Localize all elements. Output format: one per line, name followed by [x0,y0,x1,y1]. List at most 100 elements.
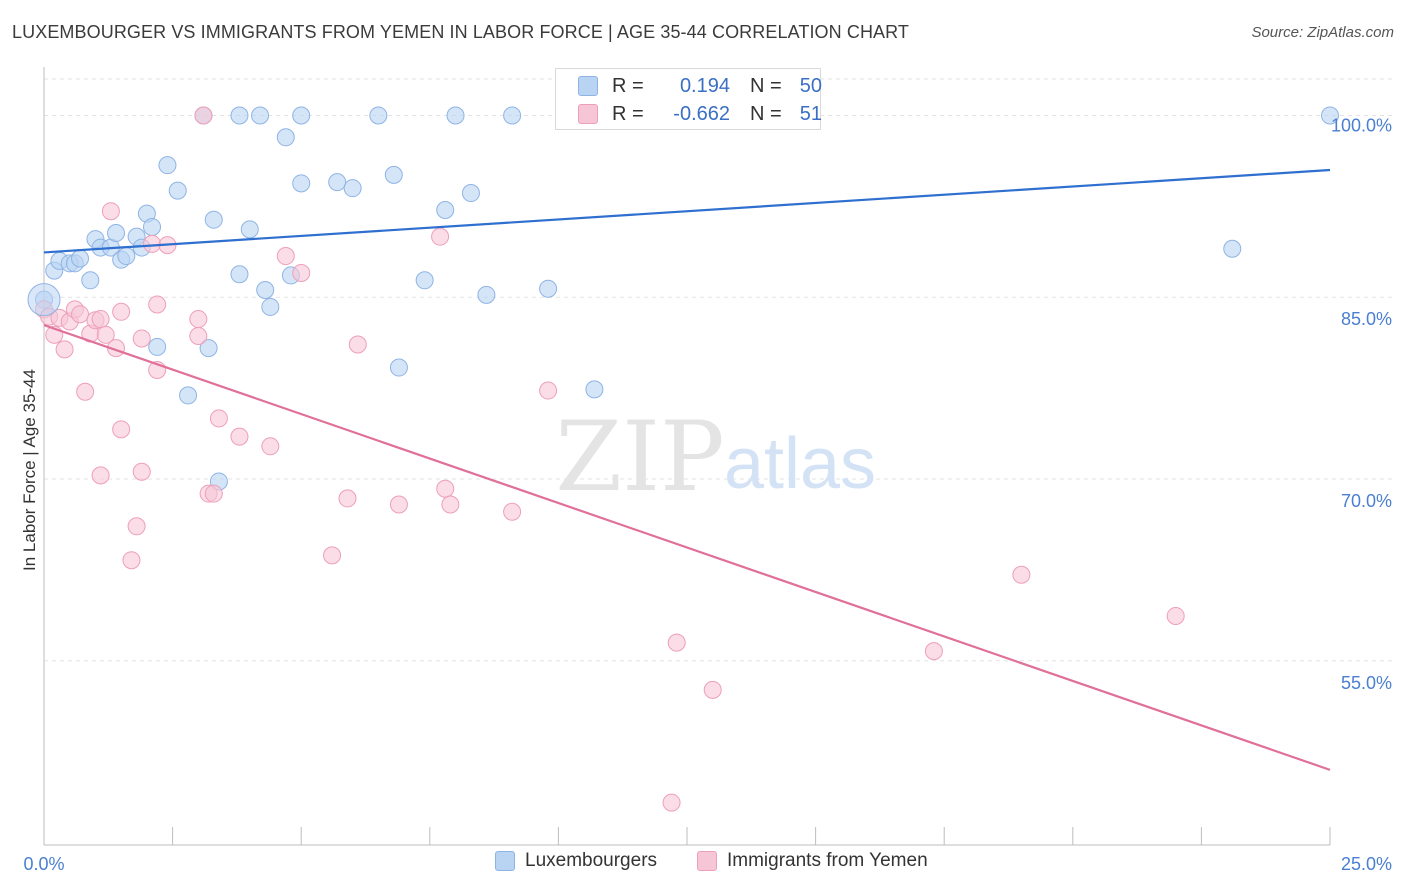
point-luxembourgers [230,265,249,284]
point-yemen [91,310,110,329]
trend-lines [43,168,1331,771]
point-luxembourgers [240,220,259,239]
point-luxembourgers [256,280,275,299]
point-luxembourgers-large [27,283,61,317]
point-luxembourgers [292,106,311,125]
legend-item-yemen: Immigrants from Yemen [697,850,928,872]
point-yemen [96,325,115,344]
trend-line-luxembourgers [43,168,1331,254]
point-luxembourgers [158,156,177,175]
y-tick-label: 70.0% [1341,491,1392,511]
point-yemen [667,633,686,652]
point-yemen [389,495,408,514]
point-luxembourgers [415,271,434,290]
point-luxembourgers [389,358,408,377]
n-label: N = [750,102,782,125]
n-value: 51 [799,102,822,125]
point-luxembourgers [436,200,455,219]
legend-swatch-blue [578,76,598,96]
point-yemen [230,427,249,446]
point-luxembourgers [230,106,249,125]
series-legend: Luxembourgers Immigrants from Yemen [0,850,1406,880]
point-yemen [292,264,311,283]
point-yemen [539,381,558,400]
point-luxembourgers [446,106,465,125]
point-yemen [1012,565,1031,584]
point-yemen [431,227,450,246]
point-luxembourgers [1223,239,1242,258]
point-yemen [323,546,342,565]
point-yemen [122,551,141,570]
x-tick-label: 0.0% [23,854,64,874]
point-luxembourgers [168,181,187,200]
grid-lines [44,78,1392,662]
point-yemen [276,247,295,266]
point-yemen [204,484,223,503]
point-luxembourgers [251,106,270,125]
legend-swatch-pink [578,104,598,124]
n-label: N = [750,74,782,97]
point-luxembourgers [503,106,522,125]
stats-legend: R = 0.194 N = 50 R = -0.662 N = 51 [555,68,822,130]
point-yemen [348,335,367,354]
legend-swatch-pink [697,851,717,871]
r-label: R = [612,74,644,97]
point-luxembourgers [369,106,388,125]
stats-legend-row-luxembourgers: R = 0.194 N = 50 [578,72,822,100]
point-luxembourgers [117,247,136,266]
point-luxembourgers [107,224,126,243]
legend-swatch-blue [495,851,515,871]
trend-line-yemen [43,324,1331,771]
point-luxembourgers [143,217,162,236]
point-yemen [71,305,90,324]
point-luxembourgers [276,128,295,147]
point-yemen [112,420,131,439]
point-yemen [148,295,167,314]
n-value: 50 [799,74,822,97]
point-luxembourgers [261,297,280,316]
point-yemen [436,479,455,498]
point-luxembourgers [343,179,362,198]
point-luxembourgers [179,386,198,405]
point-luxembourgers [585,380,604,399]
legend-label: Immigrants from Yemen [727,850,928,871]
point-luxembourgers [204,210,223,229]
source-label: Source: ZipAtlas.com [1251,24,1394,41]
stats-legend-row-yemen: R = -0.662 N = 51 [578,100,822,128]
point-yemen [209,409,228,428]
point-luxembourgers [81,271,100,290]
point-yemen [189,310,208,329]
point-luxembourgers [148,337,167,356]
point-yemen [441,495,460,514]
r-value: 0.194 [679,74,730,97]
r-value: -0.662 [673,102,730,125]
watermark-atlas: atlas [724,424,876,504]
point-luxembourgers [292,174,311,193]
y-tick-label: 100.0% [1331,115,1392,135]
point-yemen [143,234,162,253]
point-luxembourgers [1321,106,1339,125]
point-luxembourgers [328,173,347,192]
point-yemen [132,329,151,348]
watermark-zip: ZIP [555,401,724,513]
point-yemen [662,793,681,812]
point-luxembourgers [384,165,403,184]
tick-labels: 55.0% 70.0% 85.0% 100.0% 0.0% 25.0% [23,115,1392,874]
point-luxembourgers [477,285,496,304]
chart-title: LUXEMBOURGER VS IMMIGRANTS FROM YEMEN IN… [12,22,910,42]
point-yemen [127,517,146,536]
y-tick-label: 55.0% [1341,673,1392,693]
axes [43,67,1331,846]
point-yemen [91,466,110,485]
r-label: R = [612,102,644,125]
point-yemen [55,340,74,359]
point-yemen [132,462,151,481]
point-yemen [703,680,722,699]
data-points [27,106,1339,812]
legend-label: Luxembourgers [525,850,658,871]
point-yemen [189,327,208,346]
legend-item-luxembourgers: Luxembourgers [495,850,657,872]
point-yemen [112,302,131,321]
point-yemen [503,502,522,521]
point-luxembourgers [539,279,558,298]
